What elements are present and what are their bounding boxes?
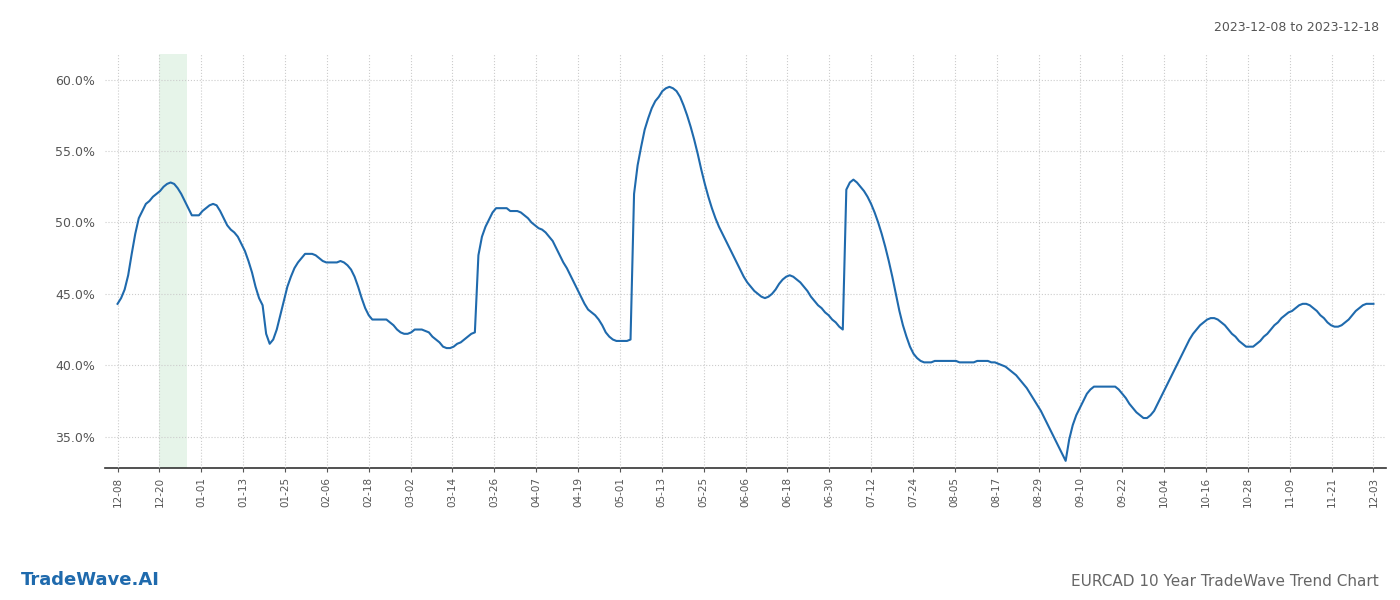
Text: EURCAD 10 Year TradeWave Trend Chart: EURCAD 10 Year TradeWave Trend Chart	[1071, 574, 1379, 589]
Text: 2023-12-08 to 2023-12-18: 2023-12-08 to 2023-12-18	[1214, 21, 1379, 34]
Text: TradeWave.AI: TradeWave.AI	[21, 571, 160, 589]
Bar	[160, 54, 186, 468]
